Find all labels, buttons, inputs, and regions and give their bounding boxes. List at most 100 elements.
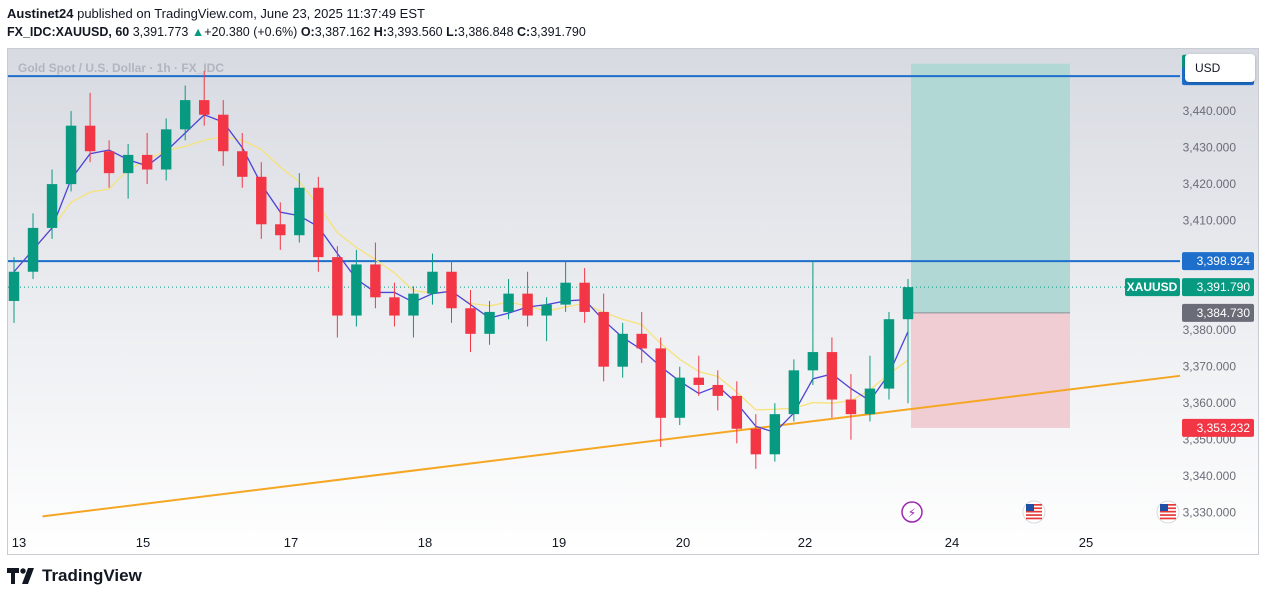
candle[interactable] (883, 319, 895, 389)
candle[interactable] (769, 414, 781, 455)
last-price: 3,391.773 (132, 25, 189, 39)
candle[interactable] (845, 399, 857, 415)
candle[interactable] (141, 154, 153, 170)
lightning-event-icon[interactable] (901, 501, 923, 523)
flag-stripe (1026, 514, 1042, 516)
price-axis-label: 3,330.000 (1183, 506, 1237, 520)
trendline[interactable] (42, 374, 1181, 518)
time-axis-label: 20 (676, 535, 690, 550)
candle[interactable] (122, 154, 134, 174)
candle[interactable] (522, 293, 533, 316)
price-axis-label: 3,440.000 (1183, 104, 1237, 118)
ohlc-legend: FX_IDC:XAUUSD, 60 3,391.773 ▲+20.380 (+0… (7, 25, 586, 39)
candle[interactable] (560, 282, 571, 305)
time-axis-label: 19 (552, 535, 566, 550)
candle[interactable] (807, 352, 819, 371)
price-axis-label: 3,380.000 (1183, 323, 1237, 337)
current-price-label-bg (1182, 278, 1254, 297)
chart-background (8, 49, 1258, 554)
candle[interactable] (237, 151, 248, 177)
time-axis-label: 13 (12, 535, 26, 550)
candle[interactable] (103, 151, 115, 174)
candle[interactable] (408, 293, 419, 316)
candle[interactable] (788, 370, 800, 415)
position-stop-label-bg (1182, 418, 1254, 437)
candle[interactable] (864, 388, 876, 415)
flag-stripe (1160, 514, 1176, 516)
low-value: 3,386.848 (457, 25, 514, 39)
candle[interactable] (484, 311, 495, 334)
candle[interactable] (179, 100, 191, 130)
candle[interactable] (198, 100, 210, 115)
flag-stripe (1026, 517, 1042, 520)
chart-area[interactable]: Gold Spot / U.S. Dollar · 1h · FX_IDC 3,4… (7, 48, 1259, 555)
price-axis-label: 3,340.000 (1183, 469, 1237, 483)
close-value: 3,391.790 (530, 25, 586, 39)
time-axis-label: 25 (1079, 535, 1093, 550)
candle[interactable] (731, 395, 743, 429)
candle[interactable] (617, 333, 628, 367)
candle[interactable] (598, 311, 609, 367)
candle[interactable] (294, 187, 305, 236)
candle[interactable] (160, 129, 172, 170)
symbol-label[interactable]: FX_IDC:XAUUSD, 60 (7, 25, 130, 39)
candle[interactable] (313, 187, 324, 258)
candle[interactable] (465, 308, 476, 334)
time-axis-label: 18 (418, 535, 432, 550)
low-label: L: (446, 25, 458, 39)
candle[interactable] (826, 352, 838, 400)
currency-button[interactable]: USD (1185, 54, 1255, 82)
price-axis-label: 3,360.000 (1183, 396, 1237, 410)
candle[interactable] (446, 271, 457, 309)
candle[interactable] (389, 297, 400, 316)
brand-name: TradingView (42, 566, 142, 585)
candle[interactable] (332, 257, 343, 316)
candle[interactable] (750, 428, 762, 455)
publish-info: Austinet24 published on TradingView.com,… (7, 6, 425, 21)
candle[interactable] (902, 287, 914, 320)
candle[interactable] (693, 377, 704, 385)
time-axis-label: 24 (945, 535, 959, 550)
candle[interactable] (275, 224, 286, 236)
change-arrow-icon: ▲ (191, 25, 205, 39)
candle[interactable] (712, 384, 724, 396)
candle[interactable] (636, 333, 647, 349)
tradingview-logo-icon (7, 568, 34, 584)
time-axis-label: 17 (284, 535, 298, 550)
flag-stripe (1160, 517, 1176, 520)
price-chart[interactable]: Gold Spot / U.S. Dollar · 1h · FX_IDC 3,4… (8, 49, 1258, 554)
candle[interactable] (218, 114, 229, 152)
candle[interactable] (46, 184, 58, 228)
position-target-zone[interactable] (911, 63, 1070, 313)
candle[interactable] (427, 271, 438, 294)
candle[interactable] (579, 282, 590, 312)
candle[interactable] (674, 377, 685, 418)
candle[interactable] (370, 264, 381, 298)
candle[interactable] (256, 176, 267, 225)
author-name[interactable]: Austinet24 (7, 6, 74, 21)
current-price-label: 3,391.790 (1197, 280, 1251, 294)
candle[interactable] (655, 348, 666, 418)
symbol-tag: XAUUSD (1127, 280, 1178, 294)
price-axis-label: 3,370.000 (1183, 360, 1237, 374)
candle[interactable] (8, 271, 20, 301)
candle[interactable] (541, 304, 552, 316)
flag-stripe (1026, 510, 1042, 513)
open-value: 3,387.162 (314, 25, 371, 39)
candle[interactable] (84, 125, 96, 152)
published-text: published on TradingView.com, June 23, 2… (77, 6, 425, 21)
close-label: C: (517, 25, 531, 39)
flag-stripe (1160, 510, 1176, 513)
flag-canton (1160, 504, 1168, 511)
candle[interactable] (351, 264, 362, 316)
chart-title: Gold Spot / U.S. Dollar · 1h · FX_IDC (18, 61, 224, 75)
position-entry-label-bg (1182, 303, 1254, 322)
time-axis-label: 15 (136, 535, 150, 550)
candle[interactable] (27, 227, 39, 272)
high-label: H: (373, 25, 387, 39)
candle[interactable] (503, 293, 514, 312)
candle[interactable] (65, 125, 77, 185)
lightning-glyph: ⚡ (908, 506, 916, 520)
tradingview-logo[interactable]: TradingView (7, 566, 142, 586)
position-stop-zone[interactable] (911, 312, 1070, 428)
